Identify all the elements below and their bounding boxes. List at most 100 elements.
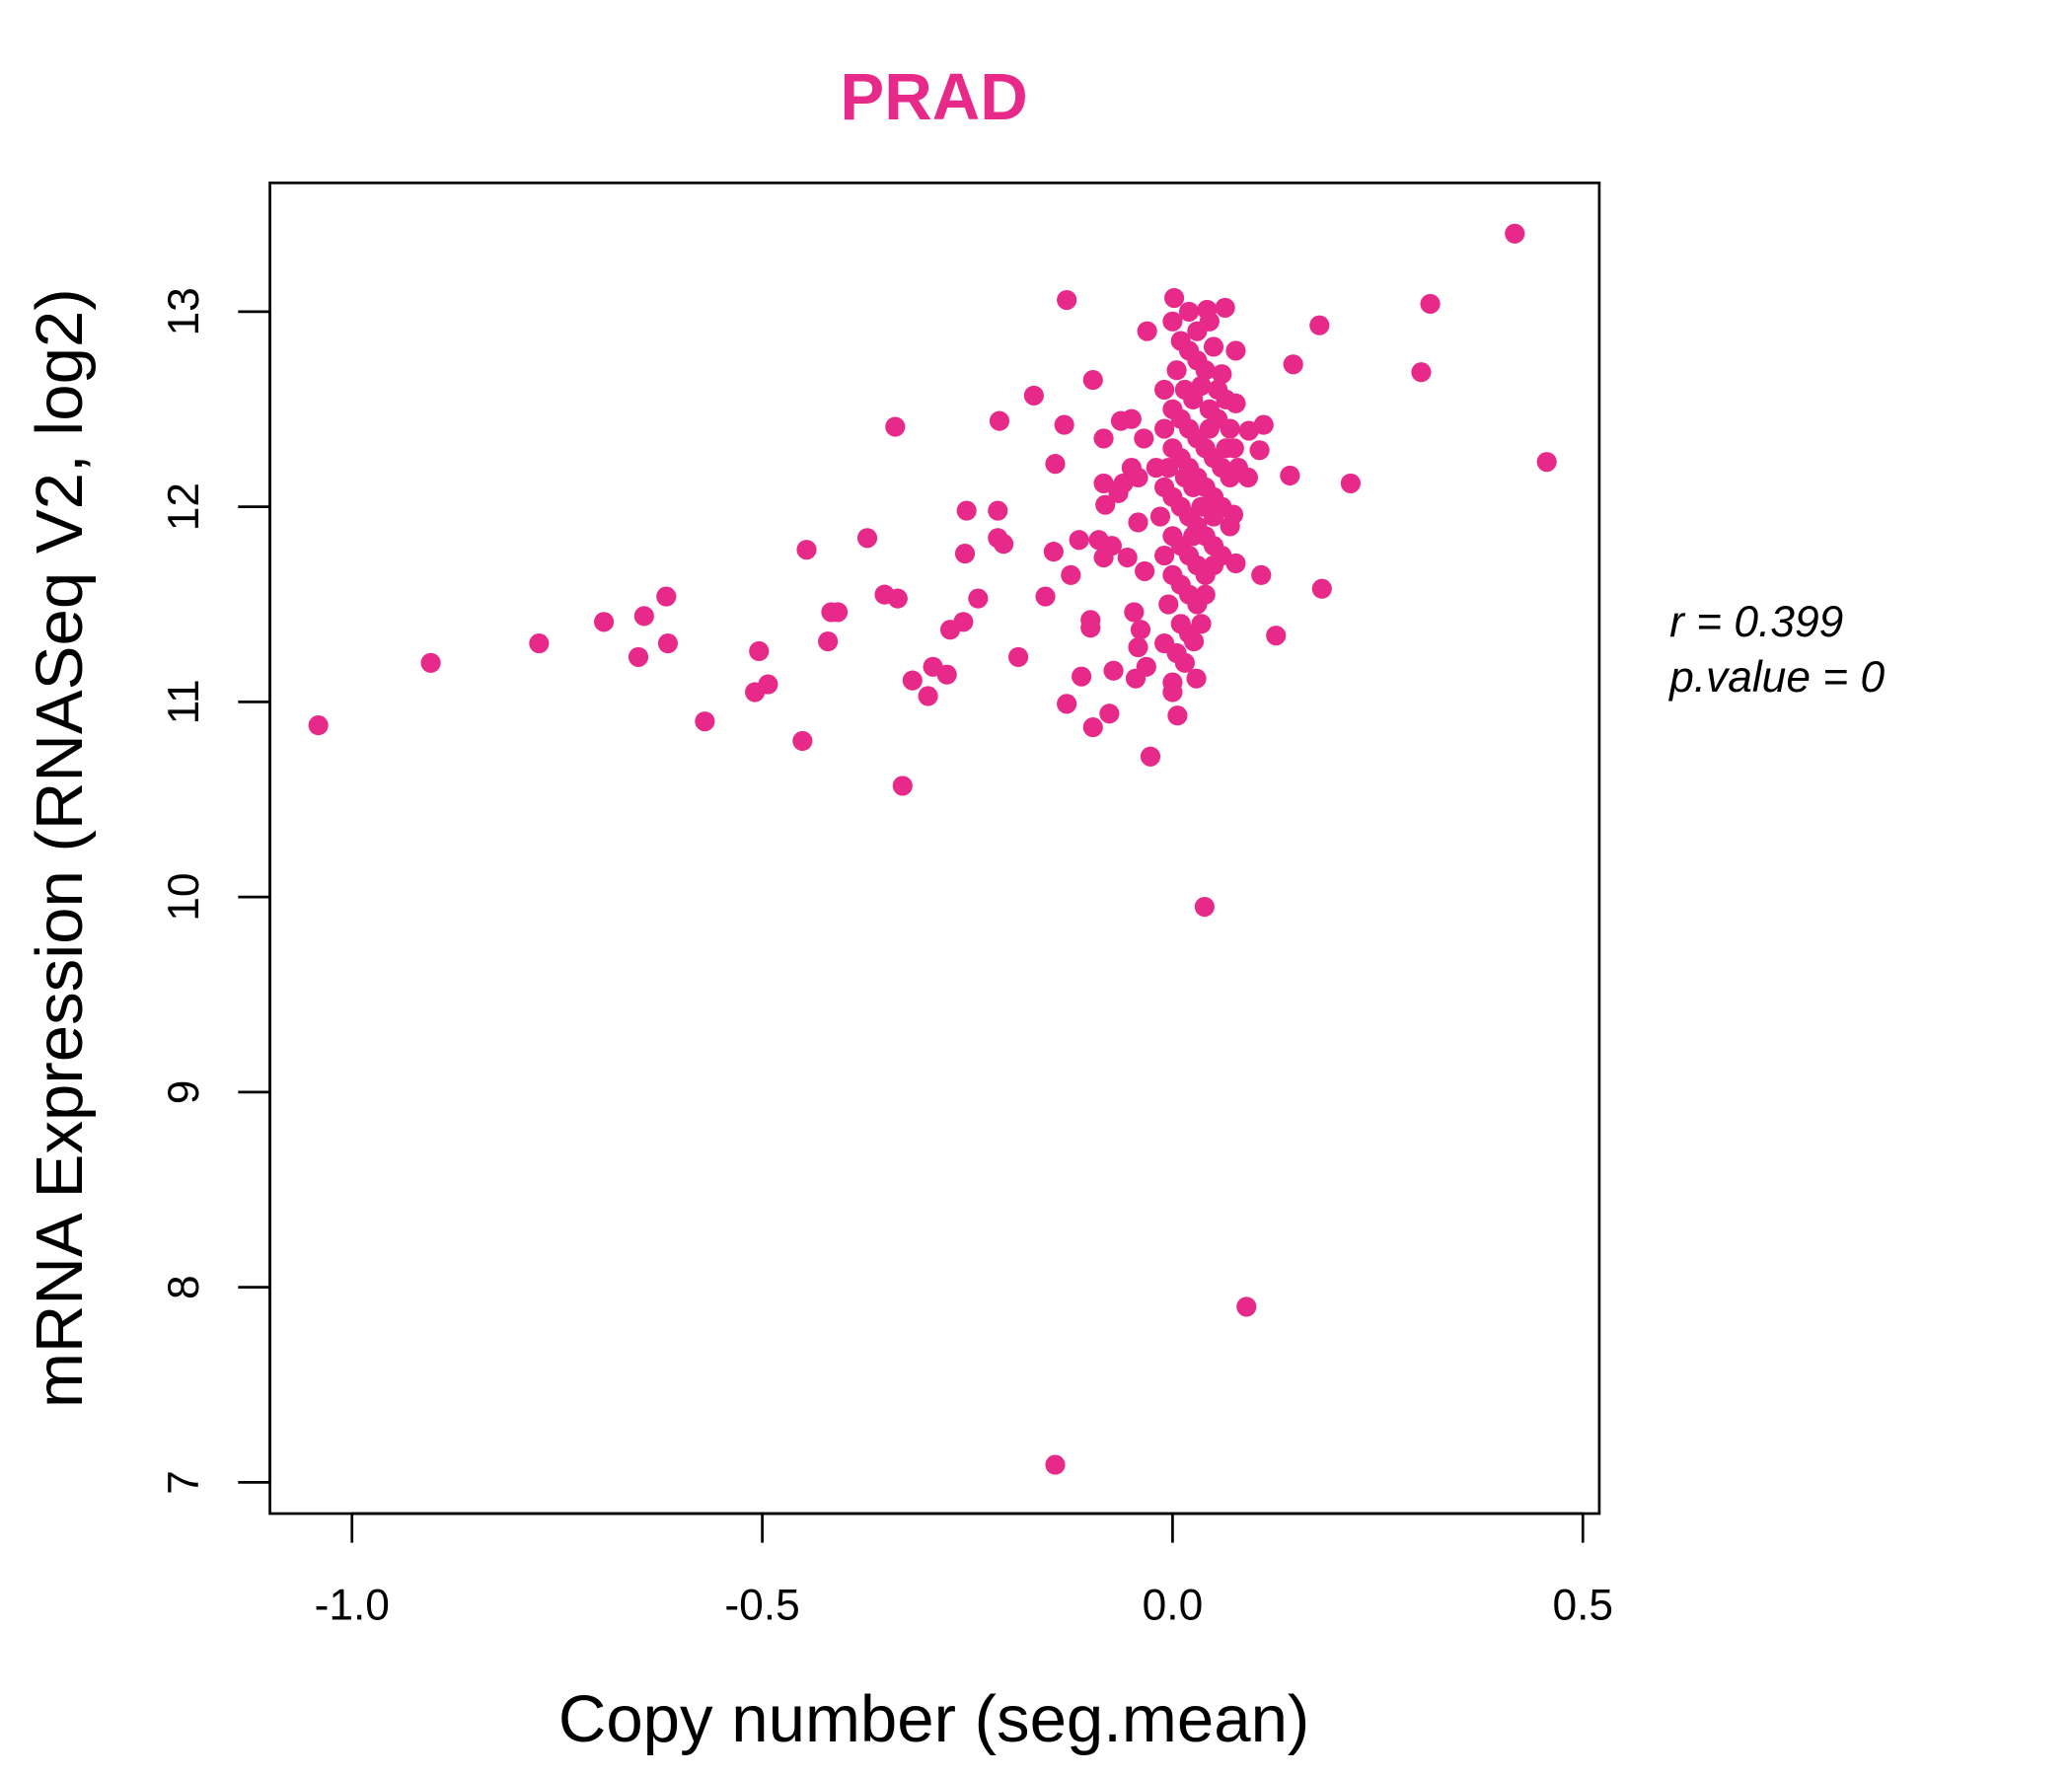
data-point: [936, 664, 957, 685]
data-point: [1023, 385, 1044, 406]
data-point: [1249, 440, 1270, 461]
data-point: [918, 686, 938, 706]
data-point: [1045, 1454, 1066, 1475]
y-tick-label: 11: [160, 679, 208, 724]
data-point: [420, 652, 441, 673]
data-point: [1154, 379, 1175, 401]
x-axis-label: Copy number (seg.mean): [558, 1682, 1309, 1756]
points-layer: [308, 223, 1557, 1475]
data-point: [818, 631, 839, 652]
data-point: [1216, 389, 1236, 409]
data-point: [1136, 656, 1156, 677]
data-point: [1195, 584, 1216, 605]
data-point: [1191, 614, 1212, 634]
data-point: [1080, 610, 1101, 630]
data-point: [1162, 311, 1183, 332]
data-point: [628, 646, 649, 667]
data-point: [1134, 428, 1154, 449]
data-point: [1137, 321, 1157, 341]
data-point: [529, 632, 550, 654]
y-tick-label: 12: [160, 482, 208, 531]
data-point: [656, 586, 677, 607]
data-point: [1045, 454, 1066, 475]
data-point: [1124, 602, 1145, 623]
data-point: [1043, 542, 1064, 562]
data-point: [1093, 547, 1114, 568]
data-point: [1280, 465, 1300, 486]
data-point: [749, 640, 770, 662]
data-point: [1212, 546, 1232, 566]
data-point: [989, 410, 1010, 431]
data-point: [1266, 626, 1287, 646]
data-point: [1103, 660, 1124, 681]
data-point: [1057, 694, 1077, 714]
data-point: [1095, 494, 1116, 515]
data-point: [1220, 418, 1240, 439]
data-point: [1158, 458, 1179, 479]
data-point: [1166, 360, 1187, 381]
data-point: [1154, 418, 1175, 439]
data-point: [1154, 546, 1175, 566]
plot-frame: [268, 182, 1601, 1516]
x-tick-label: -1.0: [315, 1581, 390, 1629]
x-tick-label: -0.5: [724, 1581, 799, 1629]
data-point: [828, 602, 849, 623]
data-point: [1253, 414, 1274, 435]
data-point: [1536, 452, 1557, 473]
data-point: [796, 540, 817, 560]
data-point: [1167, 705, 1188, 726]
data-point: [1121, 408, 1142, 429]
data-point: [1108, 482, 1129, 503]
data-point: [1411, 362, 1432, 383]
data-point: [1199, 311, 1220, 332]
data-point: [1223, 438, 1244, 459]
data-point: [1093, 473, 1114, 493]
data-point: [1178, 301, 1200, 322]
y-tick-label: 7: [160, 1470, 208, 1495]
data-point: [994, 534, 1014, 555]
data-point: [1117, 547, 1138, 568]
data-point: [1203, 506, 1224, 527]
y-tick-label: 8: [160, 1275, 208, 1299]
data-point: [1082, 717, 1103, 738]
data-point: [1061, 564, 1081, 585]
data-point: [1420, 293, 1441, 315]
data-point: [1251, 564, 1272, 585]
data-point: [1072, 666, 1092, 687]
data-point: [1194, 896, 1215, 918]
data-point: [1236, 1296, 1257, 1317]
data-point: [953, 612, 974, 632]
data-point: [695, 711, 715, 732]
y-tick-label: 13: [160, 287, 208, 335]
data-point: [1128, 636, 1148, 658]
data-point: [1227, 458, 1249, 479]
data-point: [1035, 586, 1056, 607]
data-point: [1340, 473, 1361, 493]
x-tick-label: 0.5: [1552, 1581, 1613, 1629]
y-axis-label: mRNA Expression (RNASeq V2, log2): [23, 288, 97, 1408]
data-point: [887, 588, 908, 609]
data-point: [968, 588, 989, 609]
data-point: [1054, 414, 1074, 435]
chart-title: PRAD: [840, 60, 1027, 134]
data-point: [892, 776, 913, 796]
data-point: [1057, 289, 1077, 311]
data-point: [1195, 360, 1216, 381]
data-point: [1093, 428, 1114, 449]
data-point: [1149, 506, 1171, 527]
data-point: [1311, 578, 1332, 599]
x-tick-label: 0.0: [1143, 1581, 1204, 1629]
data-point: [1154, 632, 1175, 654]
data-point: [1183, 526, 1204, 547]
x-axis: -1.0 -0.5 0.0 0.5: [315, 1512, 1613, 1629]
data-point: [988, 500, 1008, 521]
data-point: [1128, 512, 1148, 533]
data-point: [792, 730, 813, 752]
data-point: [1174, 467, 1195, 488]
data-point: [1130, 620, 1151, 640]
data-point: [657, 632, 679, 654]
data-point: [1174, 652, 1195, 673]
data-point: [1082, 370, 1103, 391]
data-point: [1212, 364, 1232, 385]
pvalue-annotation: p.value = 0: [1667, 653, 1885, 702]
